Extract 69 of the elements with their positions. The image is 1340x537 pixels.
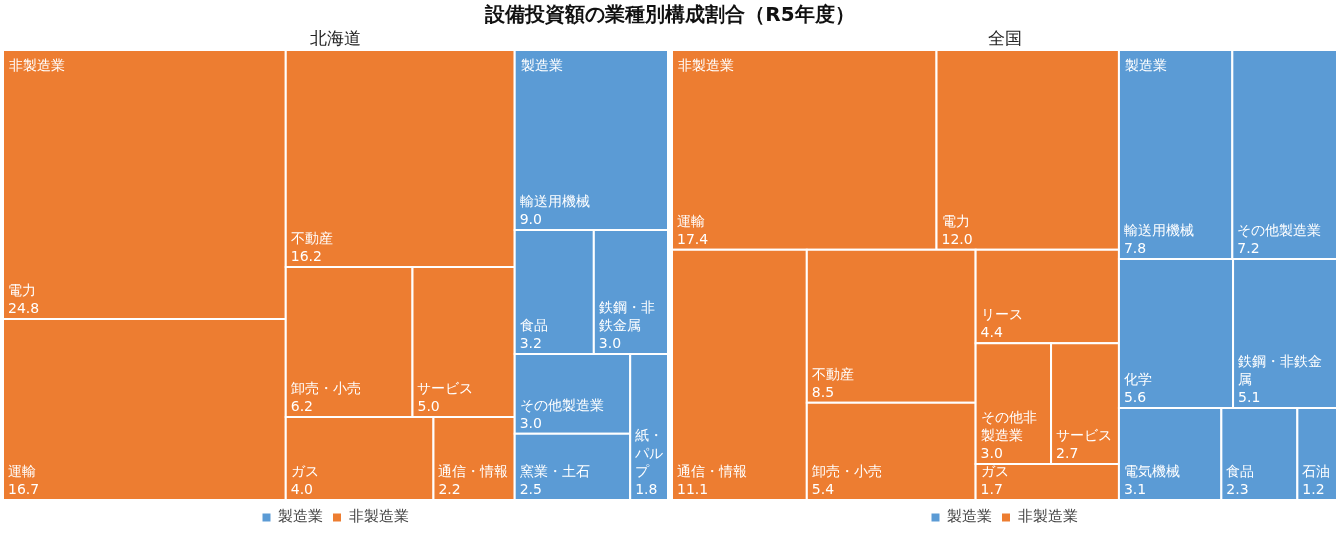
data-label: 2.2: [438, 481, 461, 497]
legend-label: 製造業: [947, 507, 992, 526]
text: 非製造業: [9, 57, 65, 73]
category-label: 食品: [1226, 463, 1255, 479]
data-label: 4.4: [980, 324, 1003, 341]
category-label: 卸売・小売: [811, 463, 882, 479]
legend-label: 製造業: [278, 507, 323, 526]
category-label: リース: [980, 306, 1023, 323]
category-label: 石油: [1302, 463, 1331, 479]
category-label: その他製造業: [1237, 221, 1322, 238]
data-label: 7.8: [1123, 239, 1147, 256]
category-label: 紙・パルプ: [634, 427, 664, 479]
data-label: 9.0: [519, 211, 542, 227]
category-label: 電気機械: [1123, 463, 1180, 479]
data-label: 4.0: [290, 481, 314, 497]
category-label: 鉄鋼・非鉄金属: [598, 299, 655, 333]
text: 製造業: [1124, 57, 1167, 73]
category-label: 輸送用機械: [519, 193, 590, 209]
category-label: 電力: [941, 212, 970, 229]
text: 北海道: [309, 28, 362, 50]
data-label: 2.3: [1226, 481, 1249, 497]
category-label: 通信・情報: [438, 463, 509, 479]
data-label: 6.2: [290, 397, 314, 414]
data-label: 1.2: [1302, 481, 1325, 497]
data-label: 3.0: [598, 335, 622, 351]
category-label: 運輸: [677, 212, 705, 229]
data-label: 5.4: [811, 481, 835, 497]
category-label: 電力: [8, 281, 36, 298]
text: 全国: [986, 28, 1023, 50]
data-label: 3.1: [1123, 481, 1147, 497]
legend-label: 非製造業: [348, 507, 409, 526]
data-label: 1.7: [980, 481, 1003, 497]
category-label: その他製造業: [519, 396, 604, 413]
text: 非製造業: [678, 57, 734, 73]
category-label: 不動産: [811, 365, 854, 382]
category-label: サービス: [417, 379, 474, 396]
category-label: 不動産: [290, 229, 333, 246]
category-label: 通信・情報: [677, 463, 747, 479]
category-label: 食品: [519, 317, 548, 333]
data-label: 5.0: [417, 397, 440, 414]
data-label: 2.5: [519, 481, 542, 497]
data-label: 7.2: [1237, 239, 1260, 256]
data-label: 1.8: [635, 481, 658, 497]
data-label: 3.0: [980, 444, 1003, 461]
legend-label: 非製造業: [1017, 507, 1078, 526]
data-label: 16.2: [290, 247, 322, 264]
text: 製造業: [520, 57, 563, 73]
category-label: その他非製造業: [980, 408, 1037, 443]
data-label: 5.6: [1123, 389, 1147, 406]
data-label: 3.2: [519, 335, 542, 351]
category-label: サービス: [1056, 426, 1113, 443]
data-label: 11.1: [677, 481, 709, 497]
text: 設備投資額の業種別構成割合（R5年度）: [484, 1, 856, 28]
category-label: 運輸: [8, 463, 36, 479]
data-label: 16.7: [8, 481, 40, 497]
category-label: 鉄鋼・非鉄金属: [1238, 353, 1323, 388]
data-label: 12.0: [941, 230, 973, 247]
data-label: 5.1: [1238, 389, 1261, 406]
category-label: 輸送用機械: [1123, 221, 1194, 238]
category-label: 窯業・土石: [519, 463, 590, 479]
category-label: 卸売・小売: [290, 379, 361, 396]
data-label: 24.8: [8, 299, 40, 316]
category-label: 化学: [1123, 371, 1152, 388]
data-label: 17.4: [677, 230, 709, 247]
category-label: ガス: [290, 463, 319, 479]
data-label: 2.7: [1056, 444, 1079, 461]
data-label: 3.0: [519, 414, 542, 431]
category-label: ガス: [980, 463, 1009, 479]
data-label: 8.5: [811, 383, 835, 400]
